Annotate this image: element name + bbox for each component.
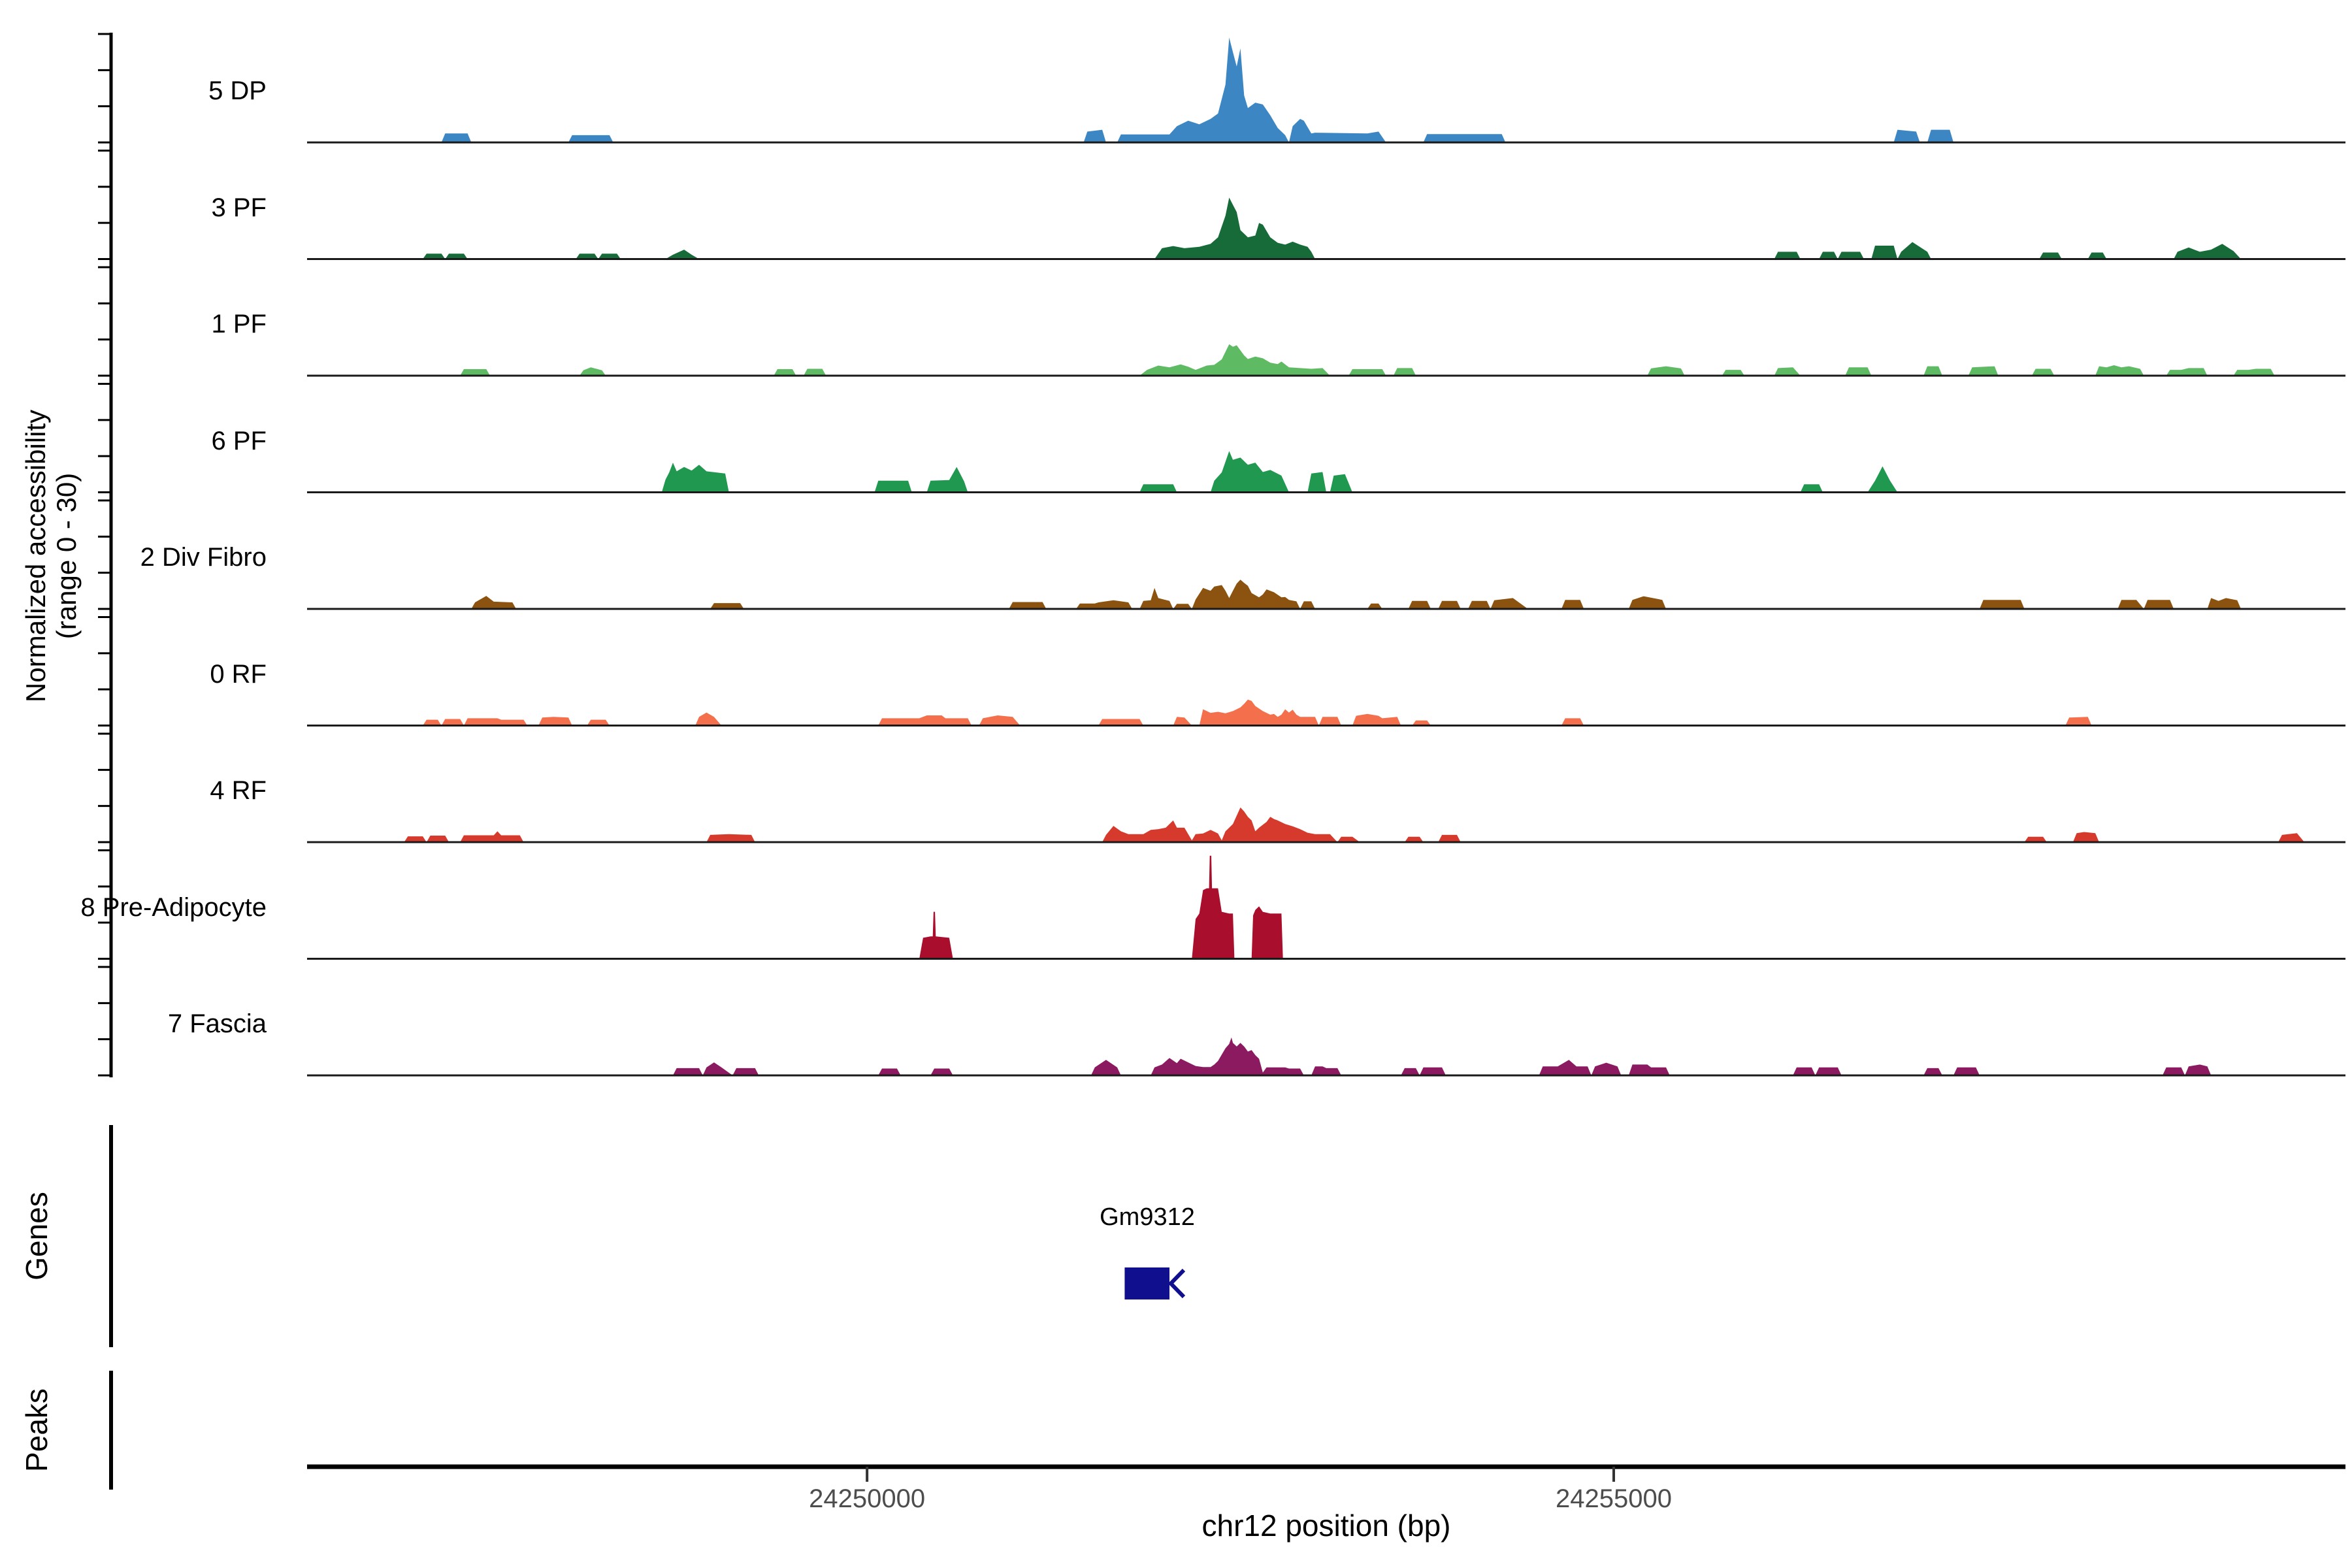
coverage-area-6-pf — [307, 451, 2345, 493]
track-label-5-dp: 5 DP — [208, 76, 267, 105]
track-label-8-pre-adipocyte: 8 Pre-Adipocyte — [80, 892, 267, 922]
gene-name-label: Gm9312 — [1100, 1203, 1195, 1231]
coverage-area-5-dp — [307, 37, 2345, 142]
coverage-area-1-pf — [307, 344, 2345, 376]
track-label-1-pf: 1 PF — [211, 310, 267, 338]
track-label-7-fascia: 7 Fascia — [167, 1009, 267, 1038]
gene-strand-arrow-icon — [1168, 1268, 1186, 1299]
track-label-4-rf: 4 RF — [210, 776, 267, 805]
x-axis-title: chr12 position (bp) — [1201, 1509, 1451, 1543]
x-tick-label: 24250000 — [809, 1484, 926, 1513]
x-tick-label: 24255000 — [1556, 1484, 1672, 1513]
coverage-area-2-div-fibro — [307, 580, 2345, 609]
track-label-0-rf: 0 RF — [210, 659, 267, 689]
coverage-area-8-pre-adipocyte — [307, 855, 2345, 959]
coverage-area-7-fascia — [307, 1037, 2345, 1075]
track-label-3-pf: 3 PF — [211, 193, 267, 222]
coverage-area-3-pf — [307, 197, 2345, 259]
gene-body-gm9312 — [1124, 1267, 1169, 1299]
track-label-2-div-fibro: 2 Div Fibro — [140, 543, 267, 572]
coverage-area-4-rf — [307, 807, 2345, 842]
track-label-6-pf: 6 PF — [211, 426, 267, 455]
coverage-area-0-rf — [307, 699, 2345, 726]
